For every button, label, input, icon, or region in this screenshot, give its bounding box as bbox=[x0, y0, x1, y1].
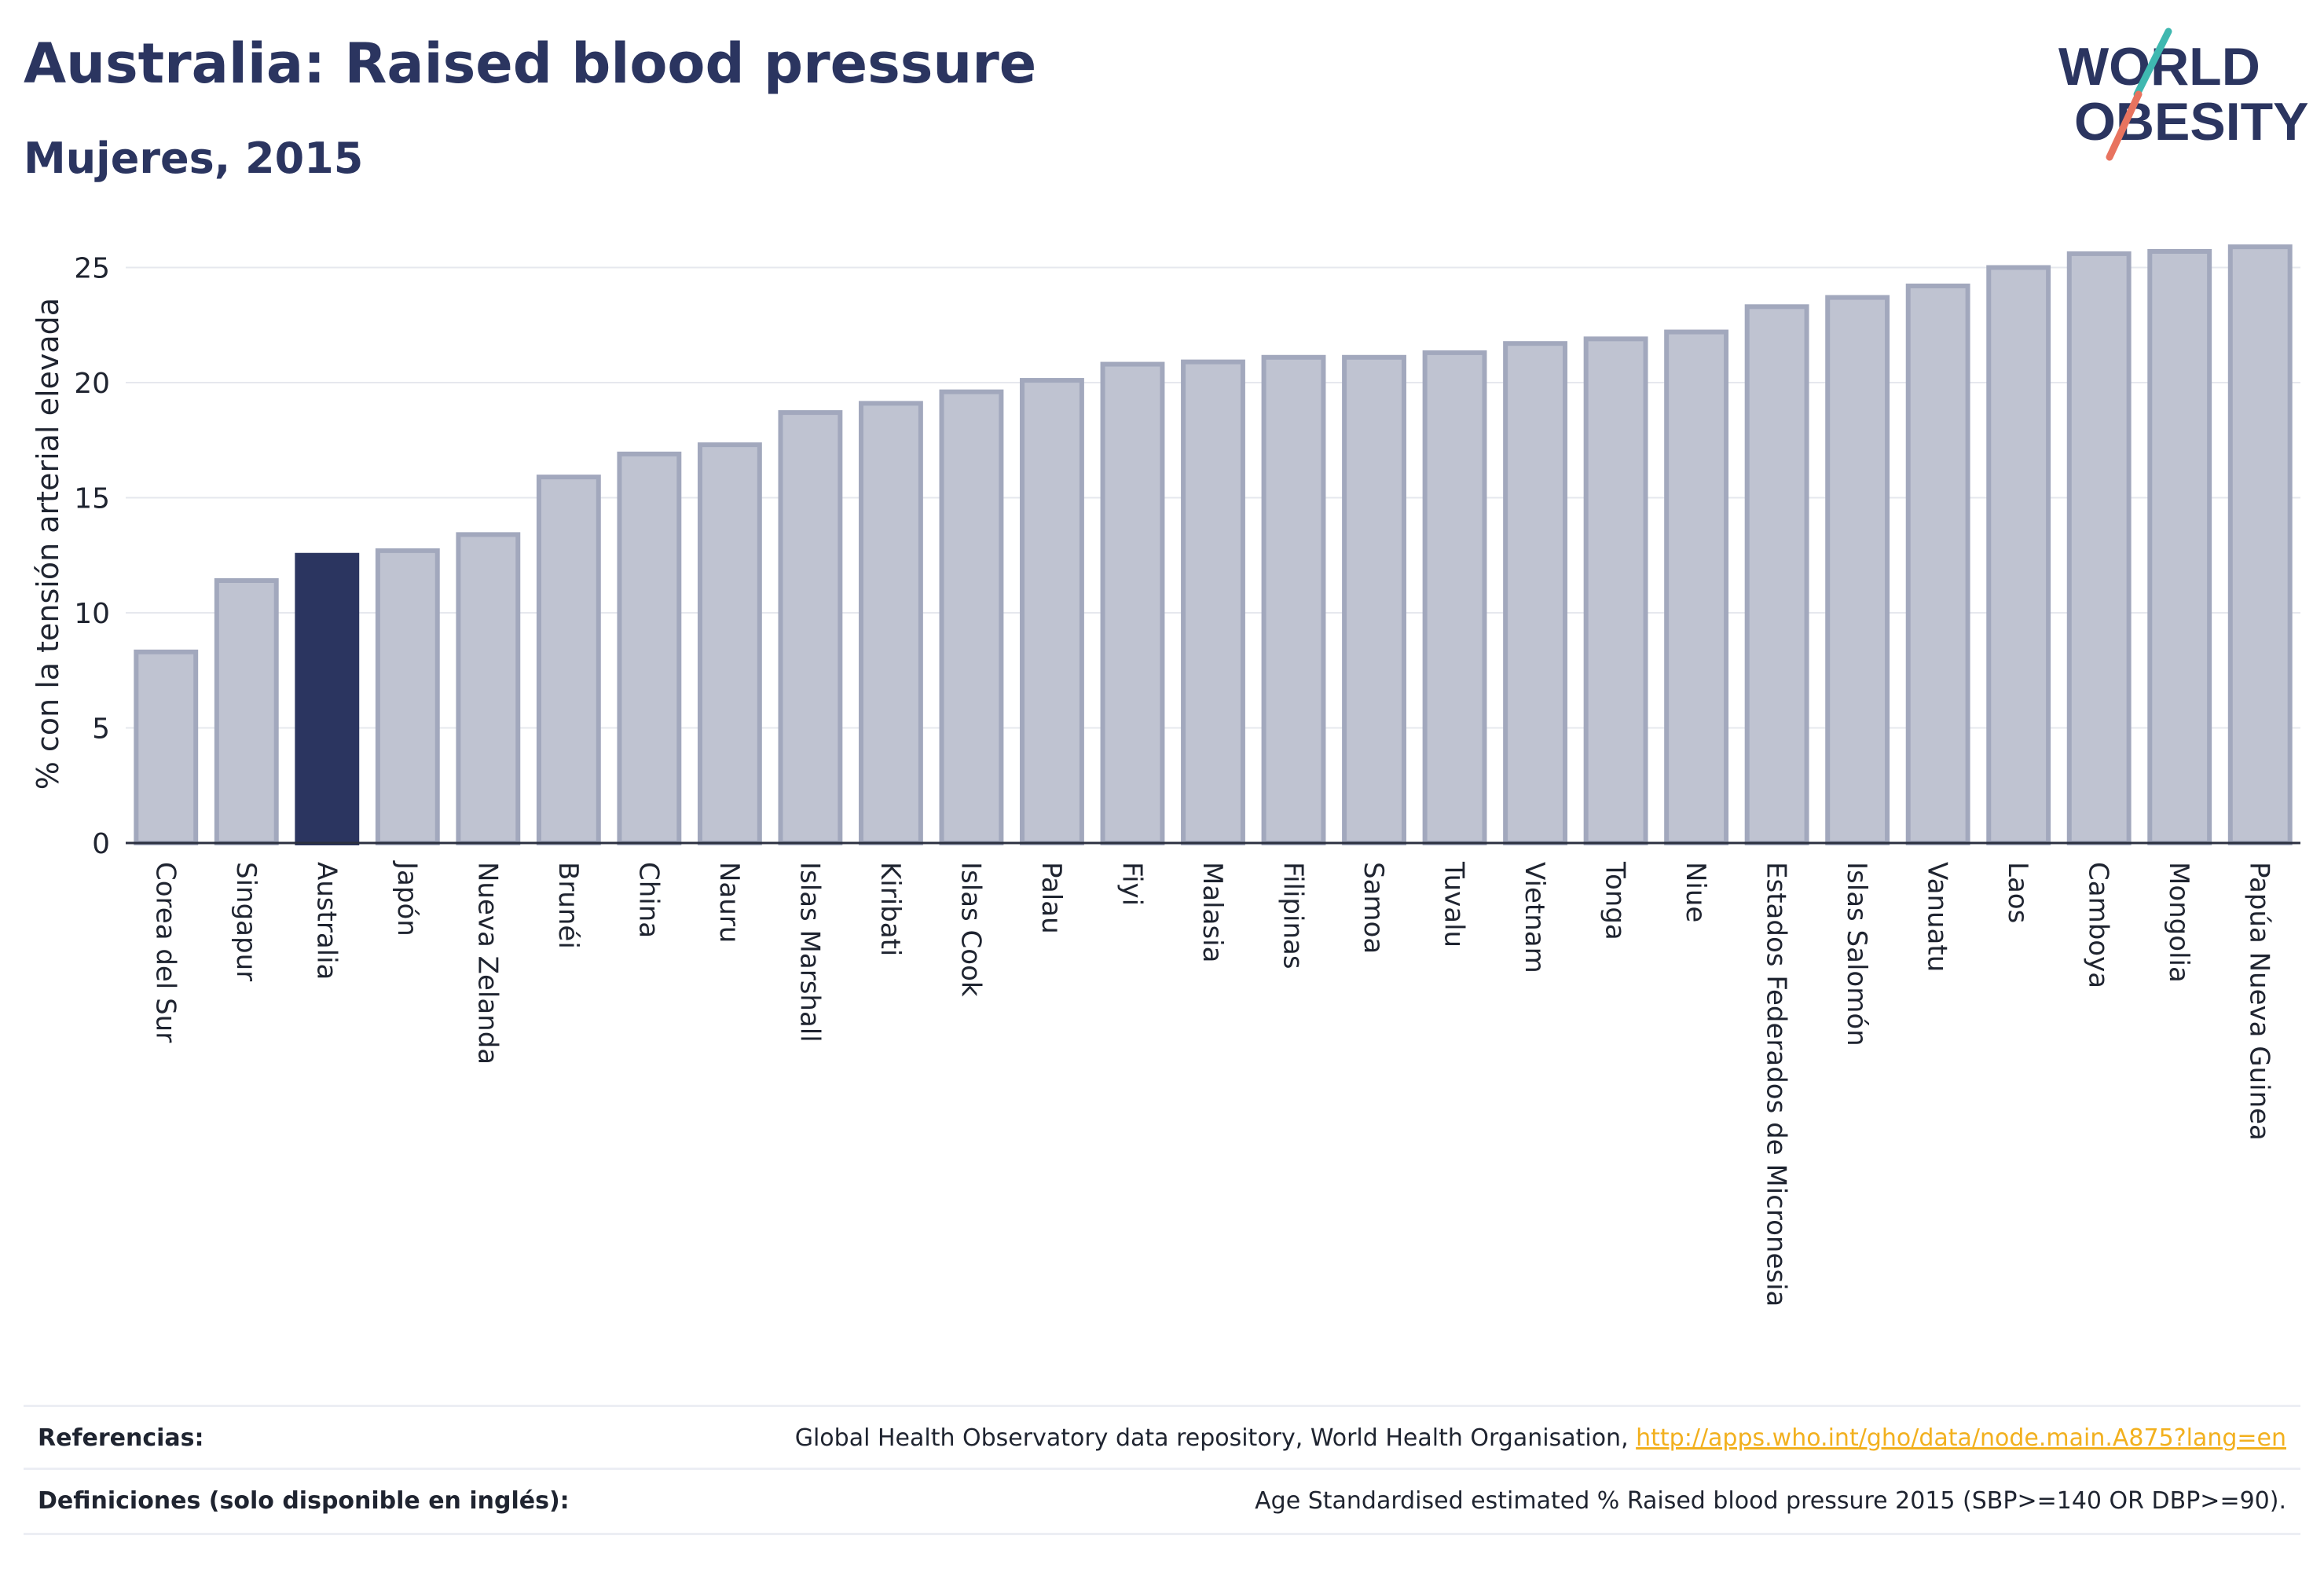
bar-malasia bbox=[1181, 359, 1245, 845]
x-tick-label: Islas Cook bbox=[955, 862, 986, 997]
y-tick-label: 0 bbox=[92, 828, 110, 860]
x-tick-label: Samoa bbox=[1358, 862, 1389, 954]
bar-kiribati bbox=[858, 401, 923, 845]
x-tick-label: Laos bbox=[2002, 862, 2033, 923]
x-tick-label: Nauru bbox=[713, 862, 745, 943]
x-tick-label: Vanuatu bbox=[1922, 862, 1953, 972]
chart-title: Australia: Raised blood pressure bbox=[24, 31, 1037, 96]
bar-nueva-zelanda bbox=[456, 532, 521, 845]
x-tick-label: Camboya bbox=[2083, 862, 2114, 988]
bar-vanuatu bbox=[1905, 283, 1970, 845]
bar-tonga bbox=[1583, 336, 1648, 845]
bar-islas-marshall bbox=[778, 410, 843, 845]
x-tick-label: Brunéi bbox=[552, 862, 584, 949]
bar-laos bbox=[1986, 265, 2051, 845]
x-tick-label: Kiribati bbox=[874, 862, 906, 956]
y-axis-label: % con la tensión arterial elevada bbox=[31, 298, 65, 790]
world-obesity-logo: WORLD OBESITY bbox=[2058, 27, 2309, 161]
x-tick-label: Mongolia bbox=[2163, 862, 2194, 983]
y-axis-ticks: 0 5 10 15 20 25 bbox=[74, 253, 110, 861]
x-tick-label: Niue bbox=[1680, 862, 1711, 922]
references-text: Global Health Observatory data repositor… bbox=[794, 1424, 1637, 1452]
chart-subtitle: Mujeres, 2015 bbox=[24, 134, 364, 183]
bar-australia bbox=[295, 552, 360, 845]
x-tick-label: Islas Salomón bbox=[1841, 862, 1872, 1046]
x-tick-label: Vietnam bbox=[1519, 862, 1550, 973]
x-tick-label: Filipinas bbox=[1277, 862, 1309, 969]
x-tick-label: Fiyi bbox=[1116, 862, 1147, 906]
x-tick-label: China bbox=[632, 862, 664, 938]
bar-islas-salomón bbox=[1825, 295, 1890, 845]
x-tick-label: Papúa Nueva Guinea bbox=[2244, 862, 2275, 1141]
x-tick-label: Estados Federados de Micronesia bbox=[1761, 862, 1792, 1307]
bar-china bbox=[617, 451, 682, 846]
bar-chart: 0 5 10 15 20 25 Corea del Sur Singapur Australi… bbox=[31, 244, 2300, 1307]
y-tick-label: 20 bbox=[74, 368, 110, 400]
bar-mongolia bbox=[2147, 248, 2212, 845]
bar-islas-cook bbox=[939, 389, 1004, 846]
bar-palau bbox=[1020, 378, 1084, 845]
references-value: Global Health Observatory data repositor… bbox=[795, 1424, 2286, 1452]
bar-vietnam bbox=[1503, 341, 1568, 845]
bar-niue bbox=[1664, 329, 1729, 846]
references-link[interactable]: http://apps.who.int/gho/data/node.main.A… bbox=[1636, 1424, 2286, 1452]
logo-slash-teal bbox=[2133, 27, 2172, 98]
x-tick-label: Palau bbox=[1036, 862, 1067, 934]
bar-papúa-nueva-guinea bbox=[2227, 244, 2293, 845]
bar-japón bbox=[375, 548, 440, 845]
bar-nauru bbox=[697, 442, 762, 845]
bar-fiyi bbox=[1100, 361, 1165, 845]
x-tick-label: Singapur bbox=[230, 862, 262, 981]
x-tick-label: Tonga bbox=[1600, 861, 1631, 940]
x-axis-ticks: Corea del Sur Singapur Australia Japón Nueva… bbox=[149, 860, 2275, 1307]
x-tick-label: Nueva Zelanda bbox=[471, 862, 503, 1065]
bar-corea-del-sur bbox=[134, 649, 199, 845]
bar-estados-federados-de-micronesia bbox=[1744, 304, 1809, 845]
references-label: Referencias: bbox=[38, 1424, 204, 1452]
x-tick-label: Japón bbox=[391, 860, 423, 936]
x-tick-label: Tuvalu bbox=[1439, 861, 1470, 947]
x-tick-label: Malasia bbox=[1197, 862, 1228, 962]
definitions-value: Age Standardised estimated % Raised bloo… bbox=[1255, 1487, 2286, 1515]
x-tick-label: Islas Marshall bbox=[794, 862, 825, 1043]
definitions-row: Definiciones (solo disponible en inglés)… bbox=[24, 1468, 2300, 1535]
bar-singapur bbox=[214, 577, 279, 845]
x-tick-label: Corea del Sur bbox=[149, 862, 181, 1043]
bar-samoa bbox=[1342, 354, 1406, 845]
definitions-label: Definiciones (solo disponible en inglés)… bbox=[38, 1487, 570, 1515]
bar-camboya bbox=[2066, 251, 2132, 846]
y-tick-label: 25 bbox=[74, 253, 110, 285]
bar-tuvalu bbox=[1422, 350, 1487, 846]
logo-slash-red bbox=[2106, 90, 2143, 161]
x-tick-label: Australia bbox=[310, 862, 342, 980]
references-row: Referencias: Global Health Observatory d… bbox=[24, 1405, 2300, 1470]
y-tick-label: 5 bbox=[92, 713, 110, 746]
y-tick-label: 10 bbox=[74, 598, 110, 630]
bar-filipinas bbox=[1261, 354, 1326, 845]
bars bbox=[134, 244, 2293, 846]
y-tick-label: 15 bbox=[74, 483, 110, 515]
bar-brunéi bbox=[536, 475, 601, 845]
